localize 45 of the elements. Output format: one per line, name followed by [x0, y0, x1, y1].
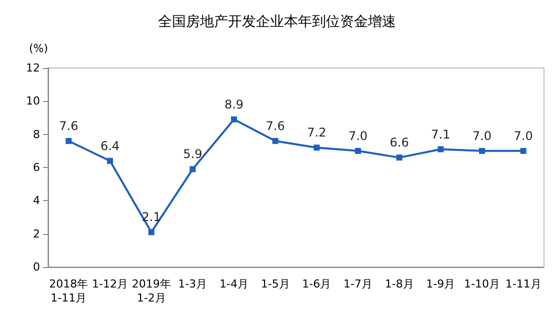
point: [231, 116, 237, 122]
y-tick-label: 4: [33, 194, 40, 208]
point: [190, 166, 196, 172]
point: [479, 148, 485, 154]
y-tick-label: 12: [26, 62, 40, 74]
data-label: 7.0: [472, 128, 492, 143]
x-tick-label: 1-8月: [384, 278, 414, 290]
point: [520, 148, 526, 154]
data-label: 7.6: [266, 118, 285, 133]
point: [272, 138, 278, 144]
y-tick-label: 2: [33, 227, 40, 240]
x-tick-label: 1-3月: [178, 278, 208, 290]
data-label: 7.0: [348, 128, 368, 143]
data-label: 7.1: [431, 127, 450, 142]
y-tick-label: 10: [26, 94, 40, 108]
x-tick-label: 1-9月: [426, 278, 456, 290]
x-tick-label: 1-5月: [260, 278, 290, 290]
y-tick-label: 6: [33, 161, 40, 174]
point: [107, 158, 113, 164]
x-tick-label: 1-7月: [344, 278, 372, 290]
point: [148, 229, 154, 236]
x-tick-label: 1-12月: [92, 278, 128, 290]
data-label: 5.9: [183, 147, 202, 162]
x-tick-label: 1-11月: [505, 278, 542, 290]
y-tick-label: 0: [33, 260, 40, 274]
data-label: 8.9: [224, 97, 244, 112]
y-tick-label: 8: [33, 128, 40, 141]
data-label: 6.6: [390, 136, 409, 150]
chart-title: 全国房地产开发企业本年到位资金增速: [158, 14, 396, 30]
data-label: 7.2: [307, 126, 326, 140]
point: [314, 144, 320, 151]
x-tick-label: 1-4月: [220, 278, 248, 290]
data-label: 2.1: [142, 210, 161, 224]
data-label: 7.0: [514, 128, 533, 143]
point: [396, 154, 402, 161]
point: [438, 146, 444, 152]
y-axis-title: (%): [28, 42, 48, 55]
point: [66, 138, 72, 144]
x-tick-label: 1-10月: [464, 278, 500, 290]
data-label: 6.4: [100, 138, 120, 153]
x-tick-label: 1-6月: [302, 278, 332, 290]
x-tick-label: 2019年 1-2月: [132, 278, 171, 304]
point: [355, 148, 361, 154]
data-label: 7.6: [59, 118, 78, 133]
x-tick-label: 2018年 1-11月: [49, 278, 88, 304]
